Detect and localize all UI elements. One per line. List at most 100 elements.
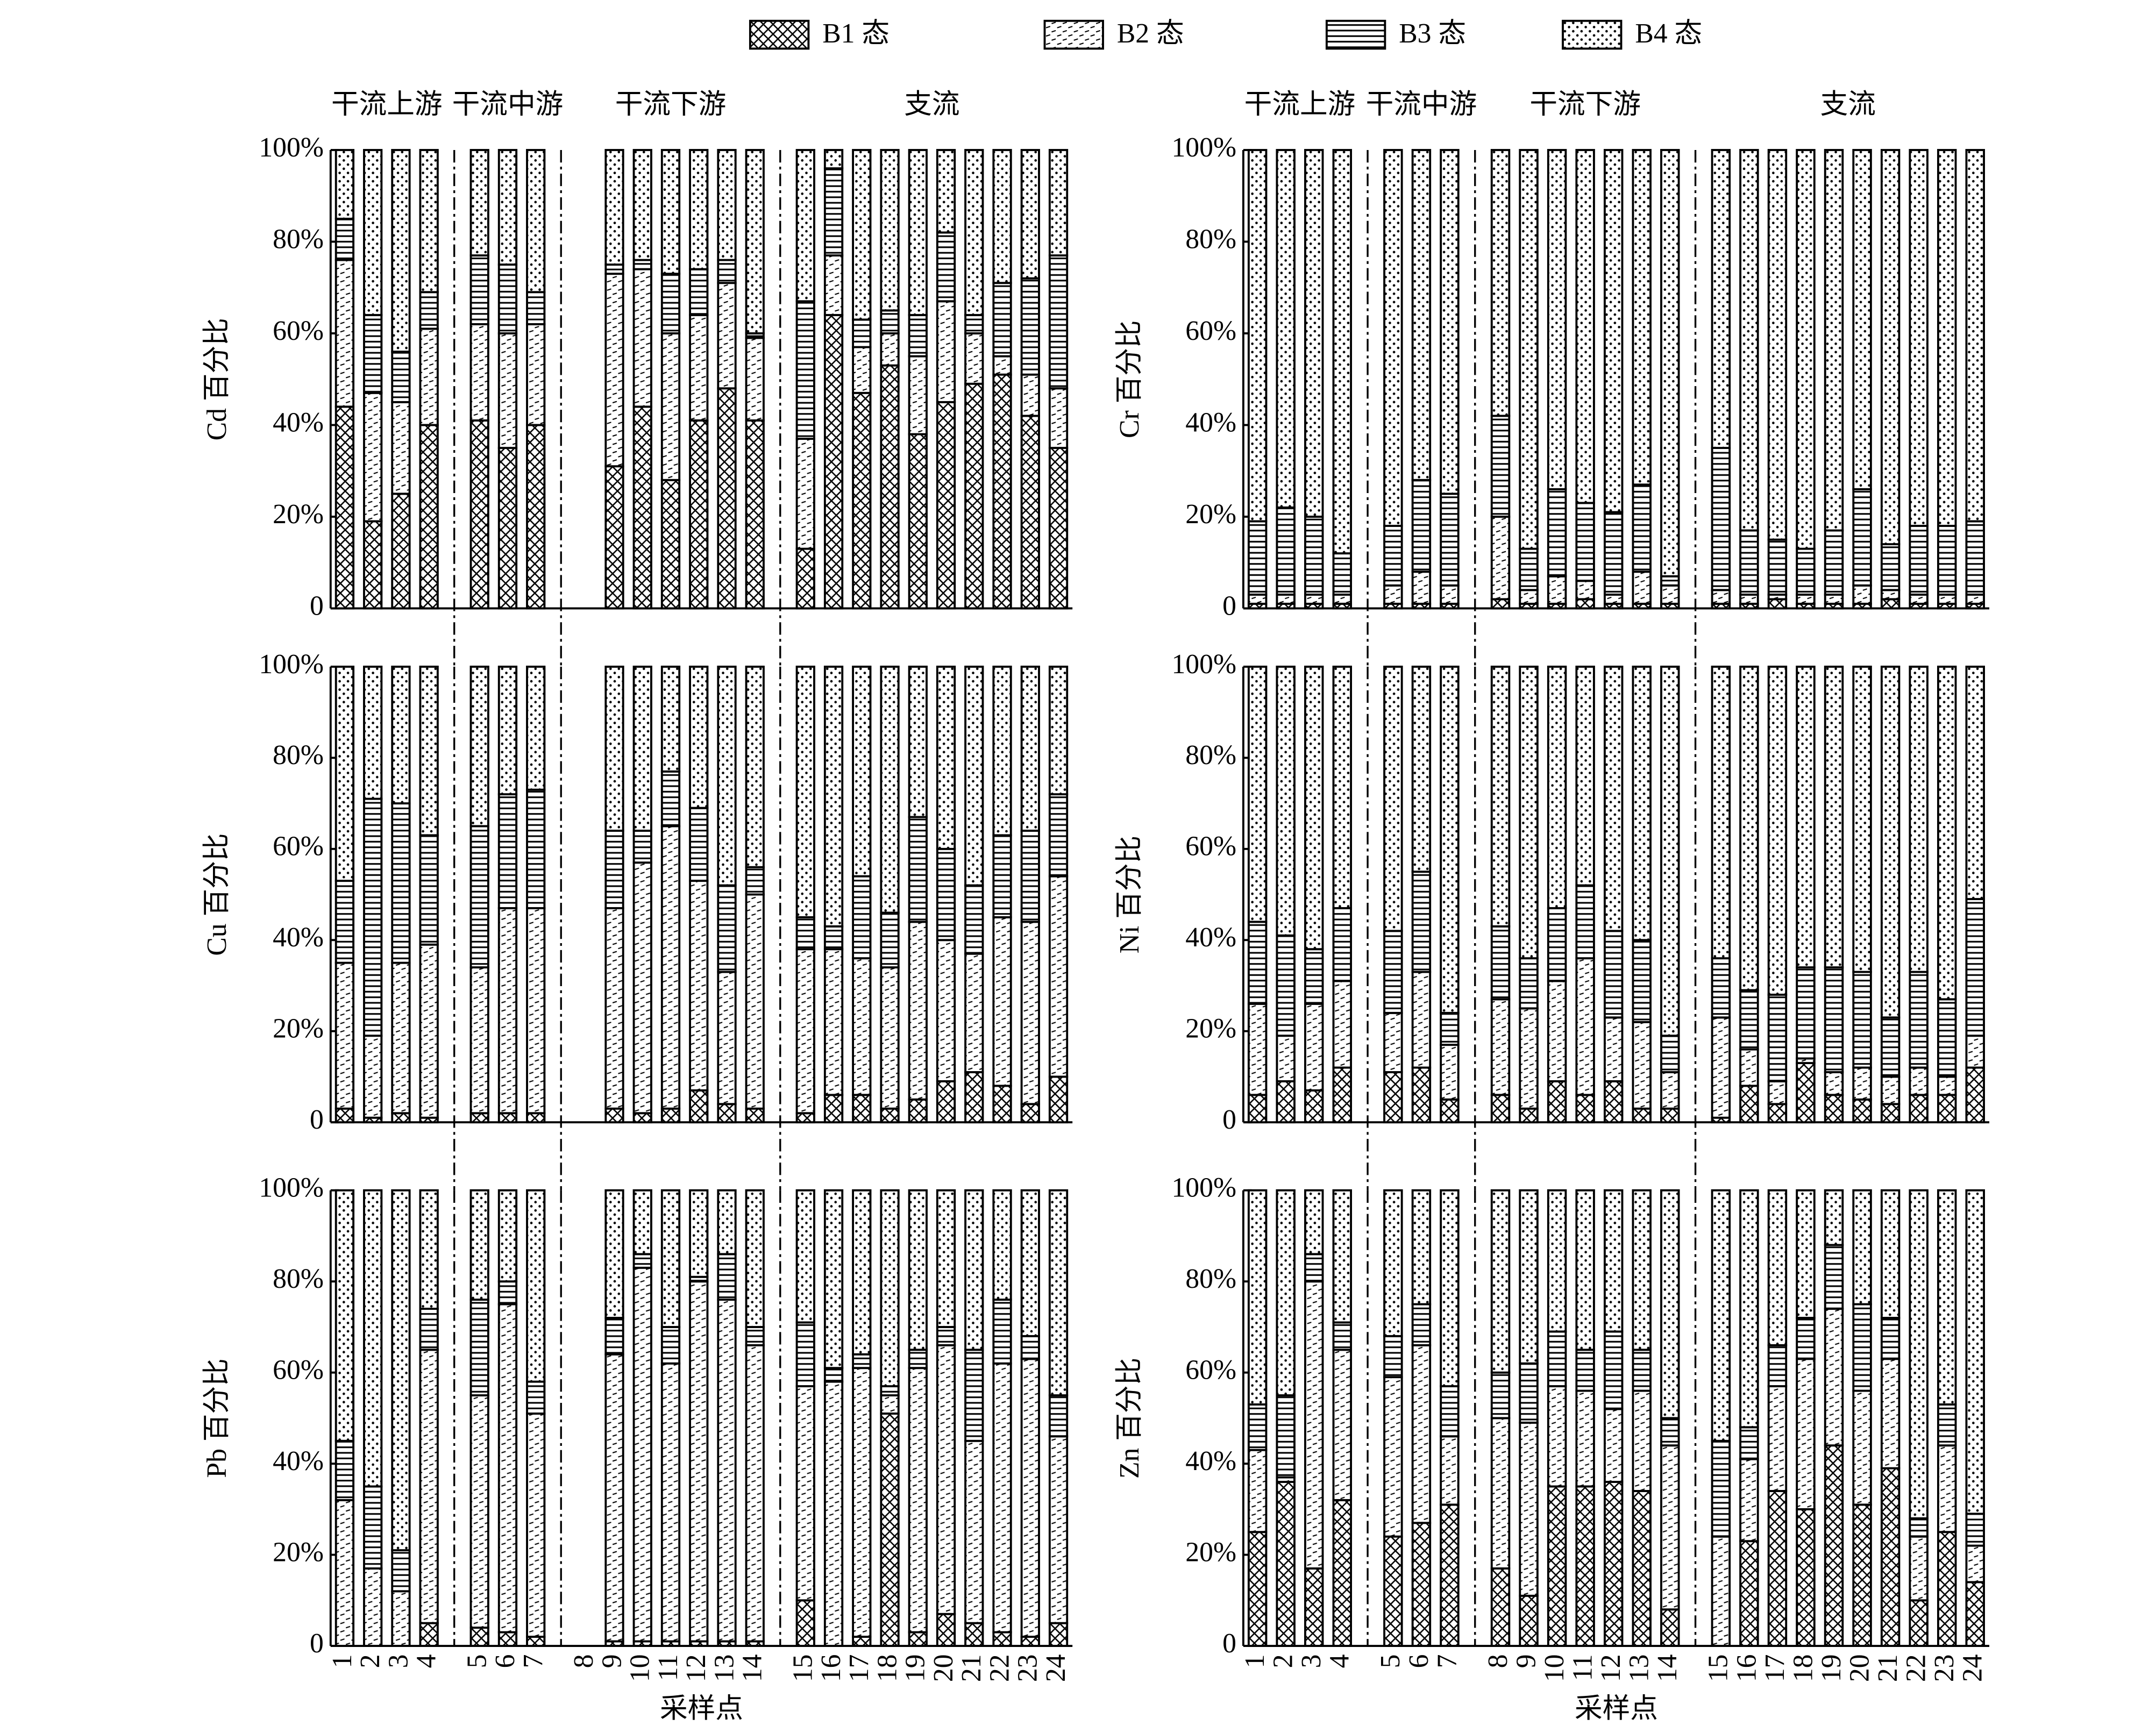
bar-segment [469,1627,489,1647]
bar-segment [1909,1066,1929,1096]
bar-segment [1767,994,1788,1082]
group-label: 干流下游 [615,89,727,120]
bar-segment [1852,1189,1872,1306]
bar-segment [1767,1344,1788,1388]
bar-segment [1020,149,1040,280]
bar-segment [632,665,652,832]
bar-segment [1575,665,1595,887]
bar-segment [419,834,439,946]
x-tick-label: 5 [462,1654,493,1668]
bar-segment [852,875,872,960]
y-tick-label: 0 [1222,1628,1236,1659]
bar-segment [497,907,518,1115]
bar-segment [1440,493,1460,587]
bar-segment [689,807,709,882]
bar-segment [1440,584,1460,605]
bar-segment [1332,593,1353,605]
bar-segment [1411,1303,1432,1346]
bar-segment [823,313,844,610]
bar-segment [1519,1007,1539,1110]
bar-segment [795,1189,815,1324]
x-tick-label: 6 [1404,1654,1434,1668]
bar-segment [1048,1394,1069,1438]
bar-segment [964,952,984,1073]
bar-segment [1020,373,1040,417]
bar-segment [908,921,928,1101]
x-tick-label: 6 [490,1654,521,1668]
bar-segment [745,665,765,868]
bar-segment [795,916,815,951]
bar-segment [1824,593,1844,605]
bar-segment [1739,529,1759,596]
bar-segment [992,1299,1012,1365]
bar-segment [1304,149,1324,518]
bar-segment [469,1394,489,1629]
y-axis-title: Cr 百分比 [1114,320,1145,438]
bar-segment [1660,1417,1680,1447]
bar-segment [1909,665,1929,973]
y-tick-label: 60% [273,1355,324,1386]
bar-segment [363,1485,383,1570]
bar-segment [604,829,624,909]
bar-segment [363,1035,383,1119]
x-tick-label: 10 [625,1654,656,1682]
bar-segment [852,1636,872,1647]
bar-segment [1824,149,1844,532]
bar-segment [1247,1449,1268,1534]
bar-segment [1247,149,1268,523]
bar-segment [391,1112,411,1124]
group-label: 支流 [904,89,959,120]
bar-segment [419,1189,439,1310]
bar-segment [717,387,737,610]
y-tick-label: 100% [1171,132,1236,163]
bar-segment [1739,149,1759,532]
bar-segment [660,1325,681,1365]
bar-segment [908,1189,928,1351]
bar-segment [745,1189,765,1328]
bar-segment [1965,1066,1985,1124]
bar-segment [419,1349,439,1624]
bar-segment [964,332,984,385]
bar-segment [1020,1335,1040,1360]
bar-segment [660,665,681,773]
bar-segment [1824,1189,1844,1246]
bar-segment [1519,957,1539,1010]
bar-segment [1937,149,1957,527]
bar-segment [1575,502,1595,582]
bar-segment [526,424,546,610]
bar-segment [469,1112,489,1124]
bar-segment [1490,665,1511,928]
bar-segment [908,1631,928,1647]
bar-segment [335,880,355,964]
x-tick-label: 2 [355,1654,386,1668]
y-tick-label: 60% [1185,1355,1236,1386]
bar-segment [1852,1389,1872,1506]
bar-segment [419,291,439,330]
bar-segment [1575,580,1595,601]
bar-segment [1304,1253,1324,1283]
y-tick-label: 100% [259,649,324,680]
bar-segment [1332,1321,1353,1351]
bar-segment [1440,1044,1460,1101]
bar-segment [795,300,815,440]
bar-segment [1547,1485,1567,1647]
bar-segment [852,1094,872,1124]
bar-segment [419,665,439,837]
bar-segment [1490,1189,1511,1374]
y-tick-label: 80% [1185,1264,1236,1294]
bar-segment [363,1189,383,1488]
bar-segment [1937,1531,1957,1647]
bar-segment [1880,1358,1901,1470]
bar-segment [1440,1011,1460,1046]
bar-segment [689,149,709,270]
bar-segment [1276,1481,1296,1647]
bar-segment [880,1107,900,1124]
x-axis-title: 采样点 [1575,1693,1658,1724]
bar-segment [632,268,652,408]
bar-segment [363,1567,383,1647]
bar-segment [1937,1094,1957,1124]
bar-segment [1603,149,1624,514]
bar-segment [1739,665,1759,992]
